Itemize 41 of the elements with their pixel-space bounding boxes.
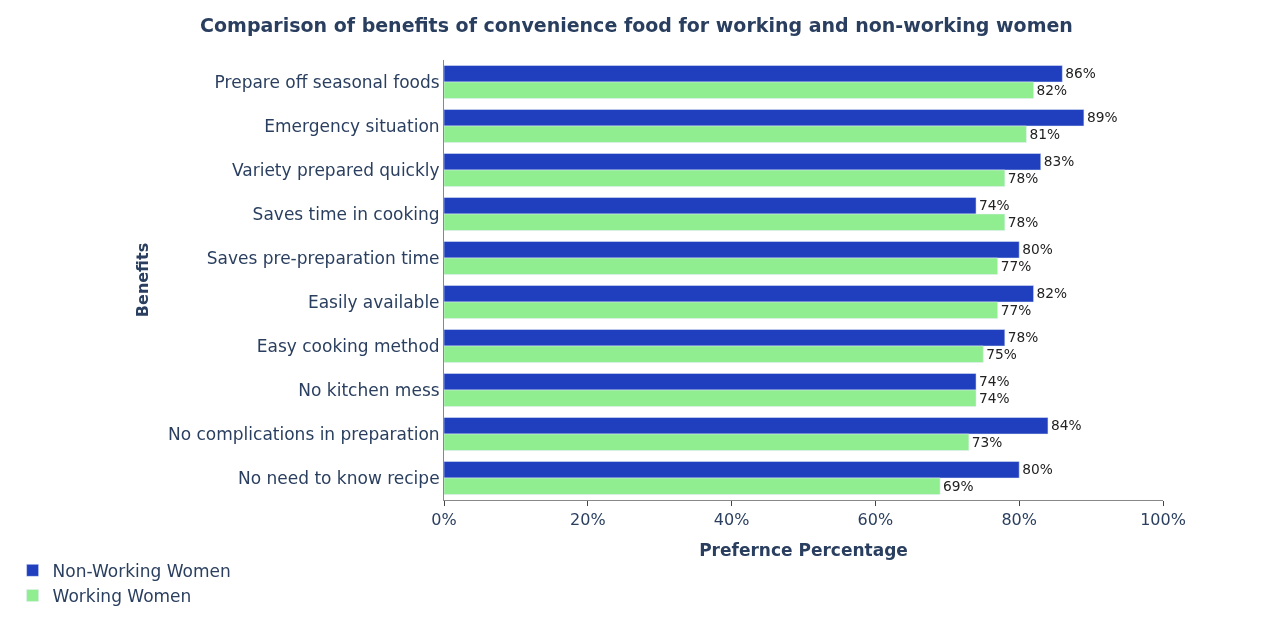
data-label: 81% <box>1029 125 1060 142</box>
x-tick-label: 0% <box>431 510 457 530</box>
x-axis-title: Prefernce Percentage <box>699 539 908 560</box>
data-label: 69% <box>943 477 974 494</box>
data-label: 84% <box>1050 417 1082 434</box>
data-label: 78% <box>1007 213 1039 230</box>
y-axis-title: Benefits <box>132 242 152 318</box>
data-label: 89% <box>1086 109 1118 126</box>
y-tick-label: Saves time in cooking <box>252 203 440 224</box>
y-tick-label: Emergency situation <box>264 115 440 136</box>
chart-title: Comparison of benefits of convenience food for working and non-working women <box>200 14 1073 37</box>
x-tick-label: 80% <box>1001 510 1037 530</box>
data-label: 74% <box>979 373 1010 390</box>
legend-label: Working Women <box>52 586 192 607</box>
y-tick-label: No need to know recipe <box>237 467 440 488</box>
data-label: 78% <box>1007 329 1039 346</box>
x-tick-label: 60% <box>857 510 894 530</box>
data-label: 74% <box>979 197 1010 214</box>
x-tick-label: 100% <box>1140 510 1186 530</box>
y-tick-label: Easily available <box>307 291 440 312</box>
data-label: 77% <box>1000 301 1032 318</box>
y-tick-label: No complications in preparation <box>167 423 440 444</box>
data-label: 82% <box>1036 81 1068 98</box>
y-tick-label: Variety prepared quickly <box>231 159 440 180</box>
data-label: 75% <box>986 345 1017 362</box>
y-tick-label: Saves pre-preparation time <box>206 247 440 268</box>
data-label: 74% <box>979 389 1010 406</box>
data-label: 77% <box>1000 257 1032 274</box>
data-label: 78% <box>1007 169 1039 186</box>
data-label: 82% <box>1036 285 1068 302</box>
data-label: 73% <box>971 433 1003 450</box>
data-label: 80% <box>1022 241 1053 258</box>
y-tick-label: Easy cooking method <box>256 335 440 356</box>
data-label: 86% <box>1065 65 1096 82</box>
data-label: 80% <box>1022 461 1053 478</box>
data-label: 83% <box>1043 153 1075 170</box>
y-tick-label: No kitchen mess <box>298 379 440 400</box>
x-tick-label: 40% <box>713 510 750 530</box>
y-tick-label: Prepare off seasonal foods <box>214 71 440 92</box>
x-tick-label: 20% <box>570 510 606 530</box>
legend-label: Non-Working Women <box>52 560 231 581</box>
